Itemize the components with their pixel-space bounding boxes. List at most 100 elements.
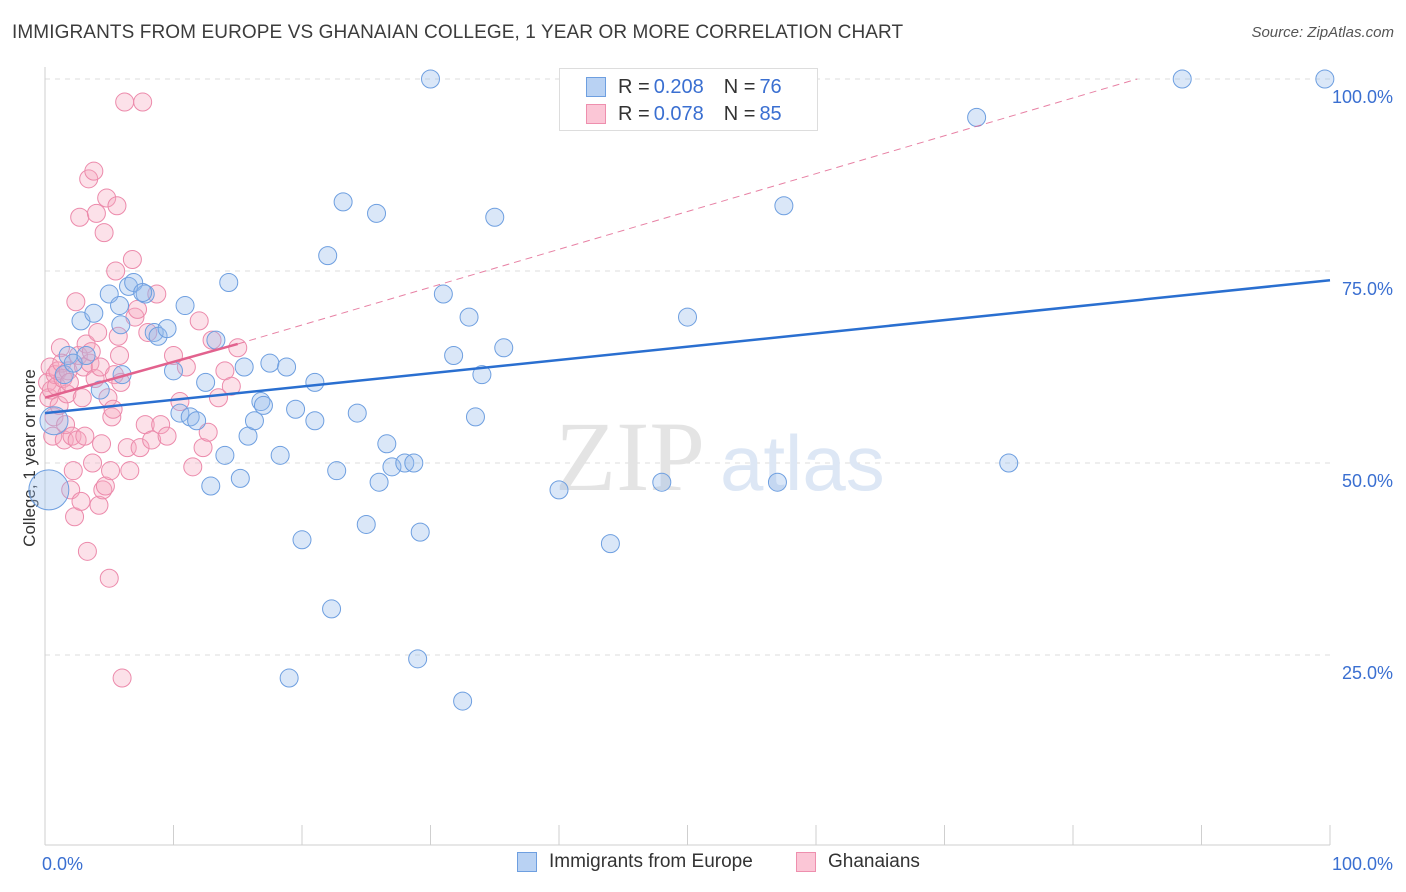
immigrants-point: [549, 480, 569, 500]
y-tick-label: 25.0%: [1342, 663, 1393, 683]
immigrants-point: [111, 315, 131, 335]
ghanaians-point: [198, 422, 218, 442]
x-tick-label: 0.0%: [42, 854, 83, 874]
ghanaians-point: [115, 92, 135, 112]
ghanaians-point: [107, 196, 127, 216]
chart-title: IMMIGRANTS FROM EUROPE VS GHANAIAN COLLE…: [12, 22, 904, 43]
ghanaians-point: [52, 353, 72, 373]
immigrants-point: [253, 395, 273, 415]
ghanaians-point: [151, 415, 171, 435]
immigrants-point: [408, 649, 428, 669]
ghanaians-point: [99, 568, 119, 588]
y-tick-label: 75.0%: [1342, 279, 1393, 299]
immigrants-point: [459, 307, 479, 327]
ghanaians-point: [71, 491, 91, 511]
immigrants-point: [369, 472, 389, 492]
r-value: 0.208: [653, 75, 704, 98]
immigrants-point: [234, 357, 254, 377]
immigrants-point: [444, 345, 464, 365]
immigrants-point: [305, 372, 325, 392]
immigrants-point: [119, 276, 139, 296]
immigrants-point: [318, 246, 338, 266]
immigrants-point: [967, 107, 987, 127]
legend-swatch-blue: [517, 852, 537, 872]
immigrants-point: [260, 353, 280, 373]
ghanaians-point: [88, 322, 108, 342]
immigrants-point: [767, 472, 787, 492]
ghanaians-point: [103, 399, 123, 419]
immigrants-point: [305, 411, 325, 431]
ghanaians-point: [75, 426, 95, 446]
trend-lines: [44, 78, 1331, 415]
legend-label-ghanaians: Ghanaians: [828, 851, 920, 872]
watermark-atlas: atlas: [720, 419, 885, 507]
immigrants-point: [322, 599, 342, 619]
grid-lines: [45, 78, 1330, 656]
immigrants-point: [356, 514, 376, 534]
ghanaians-trend-line: [44, 342, 239, 399]
immigrants-point: [410, 522, 430, 542]
immigrants-point: [367, 203, 387, 223]
ghanaians-trend-extension: [237, 78, 1138, 345]
ghanaians-point: [56, 415, 76, 435]
immigrants-point: [279, 668, 299, 688]
ghanaians-point: [142, 430, 162, 450]
immigrants-point: [28, 469, 70, 511]
immigrants-point: [421, 69, 440, 89]
immigrants-point: [1315, 69, 1335, 89]
n-value: 76: [759, 75, 782, 98]
immigrants-point: [327, 461, 347, 481]
immigrants-point: [84, 303, 104, 323]
immigrants-point: [382, 457, 402, 477]
r-label: R =: [618, 75, 650, 98]
ghanaians-point: [95, 476, 115, 496]
ghanaians-point: [106, 261, 126, 281]
ghanaians-point: [97, 188, 117, 208]
immigrants-point: [170, 403, 190, 423]
y-tick-label: 100.0%: [1332, 87, 1393, 107]
immigrants-point: [453, 691, 473, 711]
r-label: R =: [618, 102, 650, 125]
immigrants-point: [347, 403, 367, 423]
ghanaians-point: [228, 338, 248, 358]
ghanaians-point: [101, 461, 121, 481]
ghanaians-point: [189, 311, 209, 331]
n-label: N =: [723, 102, 756, 125]
source-credit: Source: ZipAtlas.com: [1251, 24, 1394, 41]
ghanaians-point: [157, 426, 177, 446]
immigrants-point: [485, 207, 505, 227]
immigrants-point: [230, 468, 250, 488]
ghanaians-point: [170, 392, 190, 412]
immigrants-point: [377, 434, 397, 454]
r-value: 0.078: [653, 102, 704, 125]
ghanaians-point: [81, 342, 101, 362]
legend-item-immigrants[interactable]: Immigrants from Europe: [517, 851, 753, 873]
ghanaians-point: [138, 322, 158, 342]
ghanaians-point: [102, 407, 122, 427]
ghanaians-point: [43, 426, 63, 446]
immigrants-point: [494, 338, 514, 358]
ghanaians-point: [221, 376, 241, 396]
ghanaians-point: [147, 284, 167, 304]
ghanaians-point: [183, 457, 203, 477]
immigrants-point: [157, 319, 177, 339]
watermark: ZIP atlas: [555, 401, 885, 512]
immigrants-point: [678, 307, 697, 327]
ghanaians-point: [130, 438, 150, 458]
immigrants-point: [1172, 69, 1192, 89]
immigrants-point: [652, 472, 672, 492]
legend-swatch-pink: [796, 852, 816, 872]
immigrants-point: [244, 411, 264, 431]
immigrants-point: [219, 273, 239, 293]
immigrants-point: [206, 330, 226, 350]
immigrants-point: [144, 322, 164, 342]
immigrants-point: [196, 372, 216, 392]
immigrants-point: [292, 530, 312, 550]
ghanaians-point: [86, 203, 106, 223]
immigrants-point: [404, 453, 424, 473]
ghanaians-point: [63, 461, 83, 481]
ghanaians-point: [70, 207, 90, 227]
y-tick-label: 50.0%: [1342, 471, 1393, 491]
ghanaians-point: [50, 338, 70, 358]
legend-item-ghanaians[interactable]: Ghanaians: [796, 851, 920, 873]
